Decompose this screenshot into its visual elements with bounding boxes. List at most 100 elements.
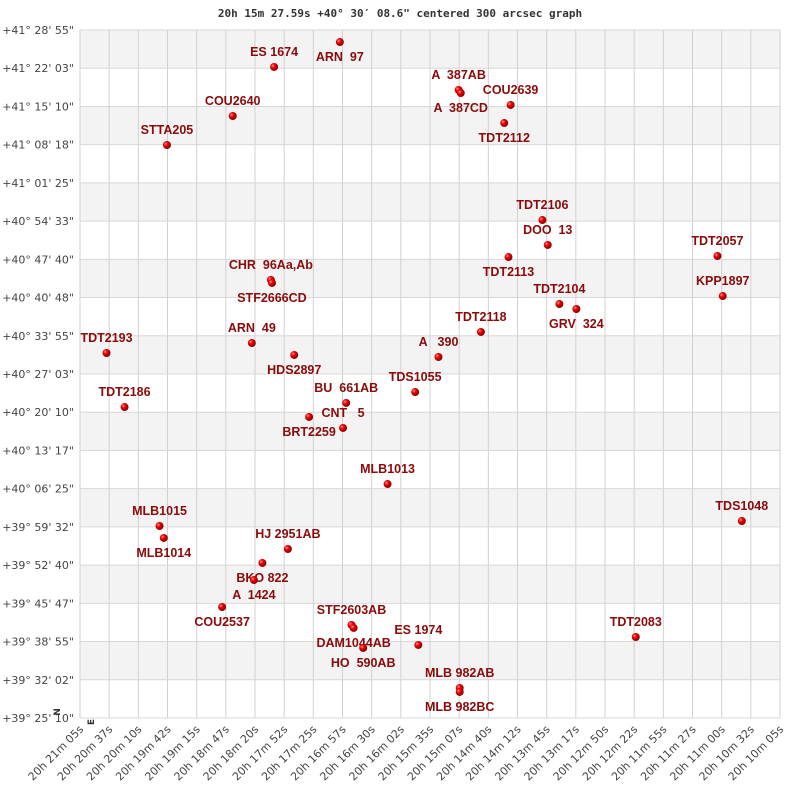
star-marker[interactable] xyxy=(506,100,515,109)
star-point[interactable]: A 390 xyxy=(419,335,459,361)
star-point[interactable]: HDS2897 xyxy=(267,350,321,377)
y-tick-label: +39° 38' 55" xyxy=(2,636,74,649)
star-point[interactable]: COU2640 xyxy=(205,94,261,120)
star-marker[interactable] xyxy=(572,304,581,313)
star-point[interactable]: TDT2104 xyxy=(533,282,585,308)
star-point[interactable]: TDS1055 xyxy=(389,370,442,397)
star-label: TDT2104 xyxy=(533,282,585,296)
star-point[interactable]: A 387CD xyxy=(434,89,488,115)
star-point[interactable]: ES 1674 xyxy=(250,45,298,71)
star-marker[interactable] xyxy=(476,327,485,336)
star-marker[interactable] xyxy=(162,140,171,149)
star-label: ARN 97 xyxy=(316,50,364,64)
star-marker[interactable] xyxy=(504,253,513,262)
y-tick-label: +40° 27' 03" xyxy=(2,368,74,381)
star-point[interactable]: TDT2118 xyxy=(455,310,507,336)
star-point[interactable]: A 1424 xyxy=(232,576,276,602)
star-marker[interactable] xyxy=(434,352,443,361)
star-label: CNT 5 xyxy=(321,406,364,420)
star-marker[interactable] xyxy=(538,216,547,225)
star-point[interactable]: ARN 49 xyxy=(228,321,276,348)
star-marker[interactable] xyxy=(267,278,276,287)
star-marker[interactable] xyxy=(249,576,258,585)
star-marker[interactable] xyxy=(555,299,564,308)
star-label: TDT2106 xyxy=(516,198,568,212)
star-label: ES 1974 xyxy=(394,623,442,637)
star-point[interactable]: TDT2186 xyxy=(98,385,151,412)
star-label: TDS1055 xyxy=(389,370,442,384)
star-label: MLB 982BC xyxy=(425,700,494,714)
star-marker[interactable] xyxy=(305,412,314,421)
star-point[interactable]: TDT2057 xyxy=(691,234,744,260)
star-point[interactable]: TDS1048 xyxy=(715,499,768,526)
star-label: ARN 49 xyxy=(228,321,276,335)
star-marker[interactable] xyxy=(718,292,727,301)
star-label: TDT2193 xyxy=(80,331,132,345)
star-point[interactable]: STTA205 xyxy=(141,123,194,149)
star-marker[interactable] xyxy=(455,687,464,696)
star-label: MLB 982AB xyxy=(425,666,494,680)
star-marker[interactable] xyxy=(500,119,509,128)
star-point[interactable]: BRT2259 xyxy=(282,412,336,439)
star-point[interactable]: ARN 97 xyxy=(316,38,364,64)
star-marker[interactable] xyxy=(120,403,129,412)
star-marker[interactable] xyxy=(349,623,358,632)
star-point[interactable]: GRV 324 xyxy=(549,304,604,331)
star-marker[interactable] xyxy=(102,349,111,358)
star-point[interactable]: HO 590AB xyxy=(331,643,396,670)
star-point[interactable]: COU2639 xyxy=(483,83,539,109)
y-tick-label: +40° 47' 40" xyxy=(2,253,74,266)
star-label: TDS1048 xyxy=(715,499,768,513)
star-marker[interactable] xyxy=(414,640,423,649)
star-marker[interactable] xyxy=(543,240,552,249)
star-marker[interactable] xyxy=(258,558,267,567)
star-point[interactable]: MLB1013 xyxy=(360,462,415,489)
east-indicator: E xyxy=(87,719,97,725)
star-marker[interactable] xyxy=(411,388,420,397)
star-point[interactable]: DAM1044AB xyxy=(316,623,391,650)
y-tick-label: +39° 59' 32" xyxy=(2,521,74,534)
star-point[interactable]: MLB1014 xyxy=(136,533,191,560)
star-point[interactable]: MLB 982BC xyxy=(425,687,494,714)
star-point[interactable]: BKO 822 xyxy=(236,558,289,585)
star-marker[interactable] xyxy=(713,251,722,260)
y-tick-label: +40° 33' 55" xyxy=(2,330,74,343)
star-point[interactable]: TDT2112 xyxy=(479,119,530,145)
star-marker[interactable] xyxy=(155,522,164,531)
star-point[interactable]: COU2537 xyxy=(194,602,250,629)
star-marker[interactable] xyxy=(335,38,344,47)
star-marker[interactable] xyxy=(218,602,227,611)
grid-lines xyxy=(79,29,781,719)
star-point[interactable]: MLB1015 xyxy=(132,504,187,531)
y-tick-label: +39° 52' 40" xyxy=(2,559,74,572)
star-marker[interactable] xyxy=(456,89,465,98)
star-marker[interactable] xyxy=(290,350,299,359)
star-marker[interactable] xyxy=(283,544,292,553)
star-label: COU2640 xyxy=(205,94,261,108)
star-marker[interactable] xyxy=(339,423,348,432)
star-marker[interactable] xyxy=(631,633,640,642)
star-point[interactable]: TDT2083 xyxy=(610,615,662,642)
star-point[interactable]: STF2666CD xyxy=(237,278,307,305)
star-point[interactable]: CNT 5 xyxy=(321,406,365,432)
star-marker[interactable] xyxy=(737,517,746,526)
star-point[interactable]: DOO 13 xyxy=(523,223,572,249)
star-point[interactable]: HJ 2951AB xyxy=(255,527,321,553)
star-marker[interactable] xyxy=(159,533,168,542)
star-point[interactable]: TDT2113 xyxy=(483,253,534,279)
star-point[interactable]: BU 661AB xyxy=(314,381,378,407)
star-label: MLB1014 xyxy=(136,546,191,560)
star-marker[interactable] xyxy=(270,62,279,71)
star-marker[interactable] xyxy=(342,398,351,407)
star-label: TDT2112 xyxy=(479,131,530,145)
star-point[interactable]: ES 1974 xyxy=(394,623,442,649)
star-point[interactable]: KPP1897 xyxy=(696,274,750,301)
star-point[interactable]: TDT2106 xyxy=(516,198,569,225)
star-point[interactable]: TDT2193 xyxy=(80,331,133,358)
star-marker[interactable] xyxy=(359,643,368,652)
star-label: A 390 xyxy=(419,335,459,349)
star-marker[interactable] xyxy=(247,339,256,348)
star-marker[interactable] xyxy=(228,111,237,120)
star-marker[interactable] xyxy=(383,480,392,489)
